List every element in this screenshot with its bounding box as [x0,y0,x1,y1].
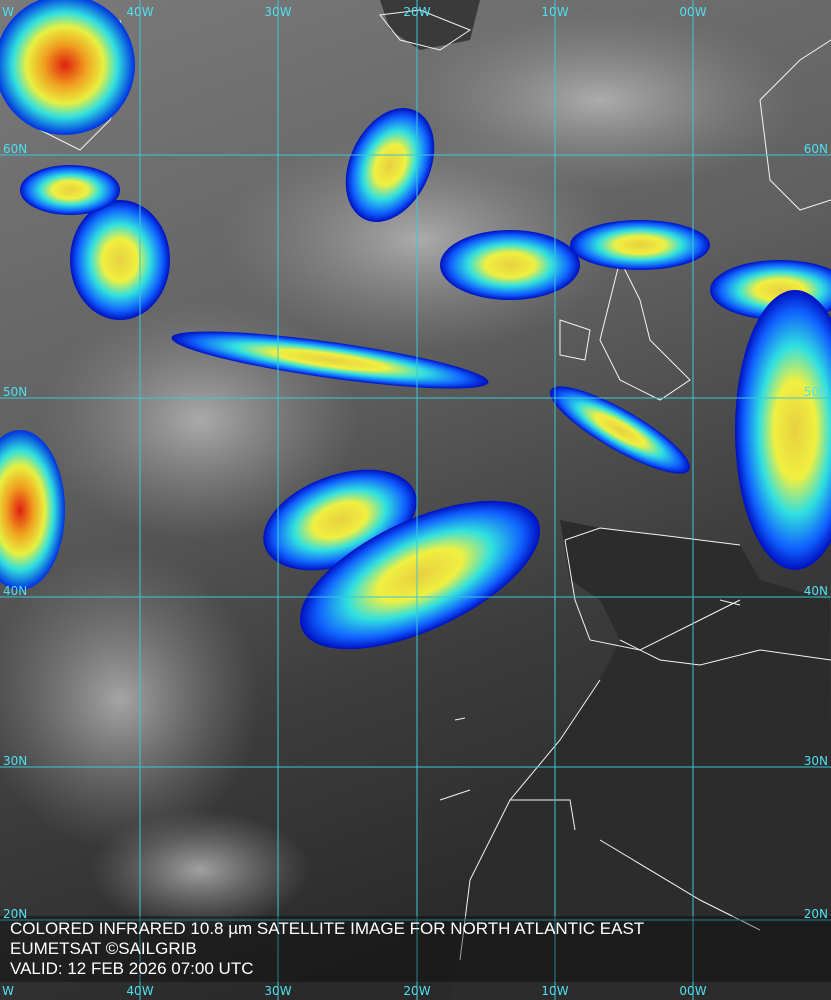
lon-label-top: 30W [264,5,291,19]
cold-cloud-tops [0,0,831,650]
lon-label-top: 10W [541,5,568,19]
lat-label-left: 20N [3,907,27,921]
lat-label-right: 60N [804,142,828,156]
lon-label-bottom: 40W [126,984,153,998]
lon-label-bottom: 20W [403,984,430,998]
caption-line: COLORED INFRARED 10.8 µm SATELLITE IMAGE… [10,919,644,938]
lat-label-right: 20N [804,907,828,921]
lon-label-top: 00W [679,5,706,19]
lat-label-left: 30N [3,754,27,768]
lat-label-right: 40N [804,584,828,598]
lon-label-bottom: 30W [264,984,291,998]
caption-line: VALID: 12 FEB 2026 07:00 UTC [10,959,253,978]
lat-label-left: 60N [3,142,27,156]
caption: COLORED INFRARED 10.8 µm SATELLITE IMAGE… [10,919,644,978]
lat-label-right: 30N [804,754,828,768]
lon-label-top: 40W [126,5,153,19]
lat-label-left: 50N [3,385,27,399]
grid-labels: W 40W 30W 20W 10W 00W W 40W 30W 20W 10W 00W 60N 50N 40… [2,5,828,998]
lon-label-bottom: W [2,984,14,998]
caption-line: EUMETSAT ©SAILGRIB [10,939,197,958]
lon-label-bottom: 10W [541,984,568,998]
lat-label-right: 50N [804,385,828,399]
lat-label-left: 40N [3,584,27,598]
lon-label-bottom: 00W [679,984,706,998]
caption-backdrop [0,916,831,982]
lon-label-top: W [2,5,14,19]
lon-label-top: 20W [403,5,430,19]
land [380,0,831,1000]
